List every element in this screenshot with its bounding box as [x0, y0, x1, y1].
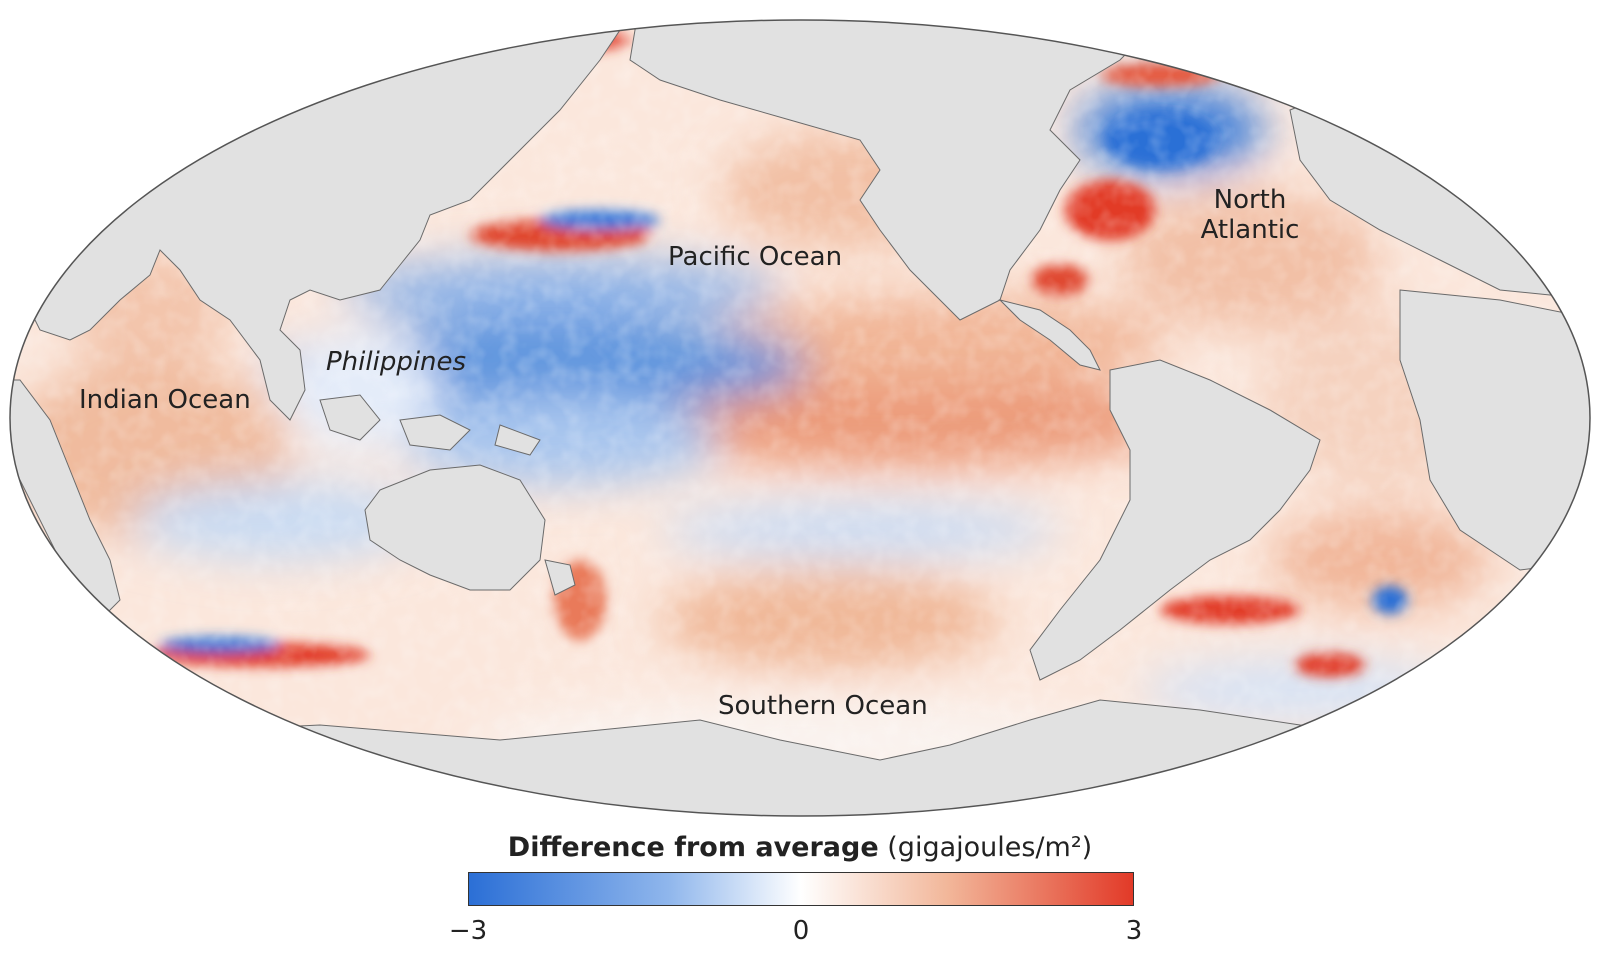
legend-tick-max: 3 — [1125, 916, 1143, 946]
label-philippines: Philippines — [326, 347, 467, 377]
world-map: Pacific Ocean North Atlantic Philippines… — [9, 19, 1591, 817]
legend-title-units: (gigajoules/m²) — [887, 832, 1093, 863]
label-north-atlantic-line1: North — [1213, 185, 1287, 215]
ocean-anomaly-field — [10, 20, 1590, 816]
globe-outline — [9, 19, 1591, 817]
legend-title: Difference from average (gigajoules/m²) — [0, 832, 1600, 863]
label-north-atlantic: North Atlantic — [1190, 185, 1310, 246]
legend-tick-min: −3 — [448, 916, 488, 946]
label-pacific-ocean: Pacific Ocean — [668, 242, 843, 272]
legend-title-bold: Difference from average — [507, 832, 879, 863]
legend-tick-mid: 0 — [792, 916, 810, 946]
label-north-atlantic-line2: Atlantic — [1200, 214, 1300, 245]
label-indian-ocean: Indian Ocean — [79, 385, 251, 415]
legend-color-bar — [468, 872, 1134, 906]
map-svg — [9, 19, 1591, 817]
label-southern-ocean: Southern Ocean — [718, 691, 928, 721]
